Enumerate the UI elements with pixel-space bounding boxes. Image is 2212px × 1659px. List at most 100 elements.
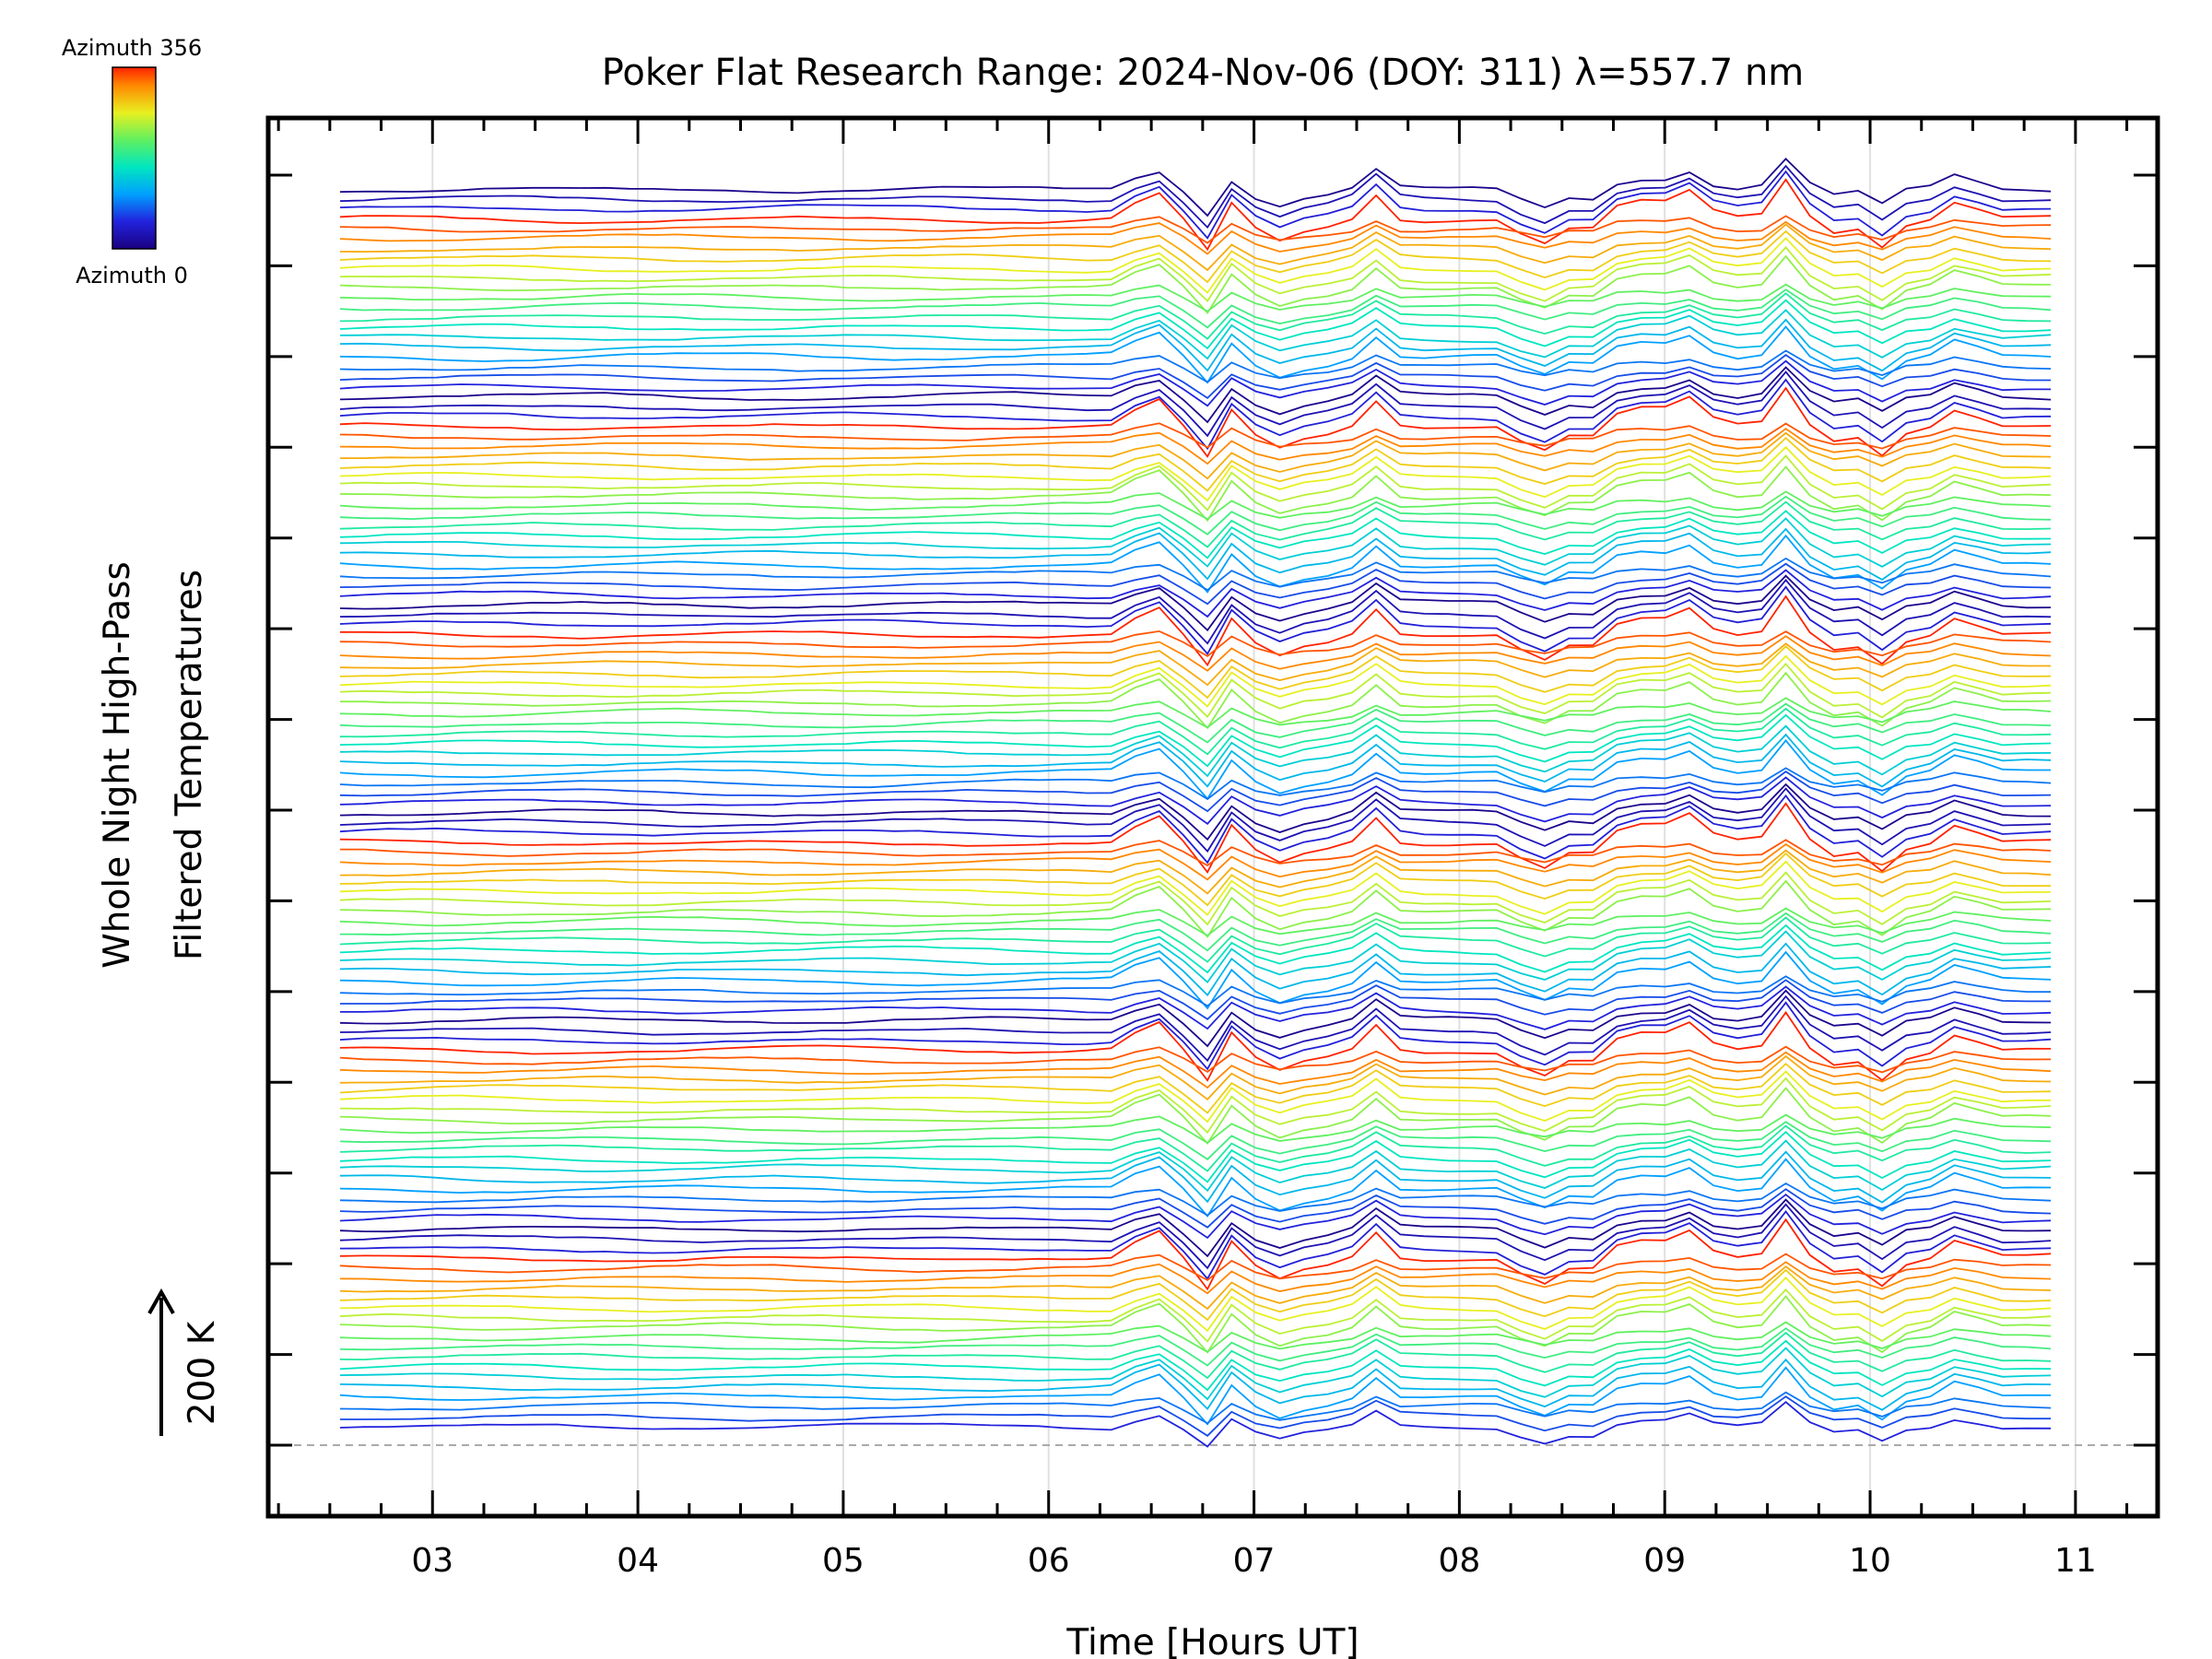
azimuth-series-line xyxy=(339,1193,2052,1240)
azimuth-series-line xyxy=(339,635,2052,672)
azimuth-series-line xyxy=(339,1124,2052,1172)
azimuth-series-line xyxy=(339,237,2052,294)
azimuth-series-line xyxy=(339,427,2052,465)
azimuth-series-line xyxy=(339,1331,2052,1380)
azimuth-series-line xyxy=(339,1321,2052,1353)
x-tick-label: 05 xyxy=(822,1542,865,1580)
azimuth-series-line xyxy=(339,930,2052,984)
azimuth-series-line xyxy=(339,1139,2052,1193)
azimuth-series-line xyxy=(339,994,2052,1063)
azimuth-series-line xyxy=(339,170,2052,240)
azimuth-series-line xyxy=(339,733,2052,788)
azimuth-series-line xyxy=(339,1188,2052,1229)
azimuth-series-line xyxy=(339,254,2052,314)
azimuth-series-line xyxy=(339,776,2052,826)
azimuth-series-line xyxy=(339,1253,2052,1281)
azimuth-series-line xyxy=(339,1051,2052,1089)
azimuth-series-line xyxy=(339,782,2052,841)
x-axis-label: Time [Hours UT] xyxy=(1065,1622,1359,1659)
azimuth-series-line xyxy=(339,557,2052,592)
azimuth-series-line xyxy=(339,1347,2052,1401)
azimuth-series-line xyxy=(339,325,2052,384)
scale-bar-arrowhead xyxy=(147,1288,175,1314)
azimuth-series-line xyxy=(339,1130,2052,1183)
azimuth-series-line xyxy=(339,445,2052,502)
x-tick-label: 03 xyxy=(411,1542,453,1580)
azimuth-series-line xyxy=(339,585,2052,655)
series-lines xyxy=(339,158,2052,1448)
azimuth-series-line xyxy=(339,299,2052,350)
azimuth-series-line xyxy=(339,500,2052,548)
azimuth-series-line xyxy=(339,654,2052,708)
azimuth-series-line xyxy=(339,860,2052,916)
azimuth-series-line xyxy=(339,229,2052,284)
azimuth-series-line xyxy=(339,771,2052,813)
azimuth-series-line xyxy=(339,950,2052,1010)
azimuth-series-line xyxy=(339,916,2052,963)
azimuth-series-line xyxy=(339,794,2052,865)
azimuth-series-line xyxy=(339,849,2052,895)
azimuth-series-line xyxy=(339,662,2052,719)
azimuth-series-line xyxy=(339,642,2052,687)
azimuth-series-line xyxy=(339,1401,2052,1448)
azimuth-series-line xyxy=(340,979,2052,1020)
azimuth-series-line xyxy=(340,431,2052,480)
azimuth-series-line xyxy=(339,1203,2052,1270)
x-tick-label: 07 xyxy=(1233,1542,1276,1580)
colorbar-bottom-label: Azimuth 0 xyxy=(76,263,188,288)
azimuth-series-line xyxy=(339,371,2052,438)
azimuth-series-line xyxy=(339,495,2052,535)
y-axis-label: Whole Night High-Pass Filtered Temperatu… xyxy=(97,561,210,969)
azimuth-series-line xyxy=(339,738,2052,801)
azimuth-series-line xyxy=(339,1265,2052,1311)
azimuth-series-line xyxy=(339,562,2052,606)
azimuth-series-line xyxy=(339,1121,2052,1160)
azimuth-series-line xyxy=(339,353,2052,400)
azimuth-series-line xyxy=(339,1158,2052,1218)
azimuth-series-line xyxy=(339,787,2052,853)
azimuth-series-line xyxy=(339,534,2052,594)
y-axis-label-line1: Whole Night High-Pass xyxy=(97,561,138,969)
azimuth-series-line xyxy=(339,924,2052,974)
azimuth-series-line xyxy=(339,852,2052,907)
azimuth-series-line xyxy=(339,989,2052,1048)
azimuth-series-line xyxy=(339,1062,2052,1114)
azimuth-series-line xyxy=(339,178,2052,252)
x-tick-label: 08 xyxy=(1438,1542,1480,1580)
azimuth-series-line xyxy=(339,1261,2052,1295)
azimuth-series-line xyxy=(339,288,2052,329)
x-tick-label: 10 xyxy=(1849,1542,1891,1580)
azimuth-series-line xyxy=(339,1054,2052,1101)
azimuth-series-line xyxy=(339,1182,2052,1217)
azimuth-series-line xyxy=(339,246,2052,303)
azimuth-series-line xyxy=(339,1198,2052,1258)
azimuth-series-line xyxy=(339,164,2052,229)
x-tick-label: 06 xyxy=(1028,1542,1070,1580)
azimuth-series-line xyxy=(339,158,2052,218)
scale-bar-label: 200 K xyxy=(182,1320,223,1425)
azimuth-series-line xyxy=(339,223,2052,272)
azimuth-series-line xyxy=(339,1358,2052,1411)
azimuth-series-line xyxy=(339,1113,2052,1145)
azimuth-series-line xyxy=(339,349,2052,383)
y-axis-label-line2: Filtered Temperatures xyxy=(169,570,210,960)
azimuth-series-line xyxy=(339,292,2052,340)
azimuth-series-line xyxy=(339,912,2052,952)
azimuth-series-line xyxy=(339,318,2052,372)
azimuth-series-line xyxy=(339,1045,2052,1074)
azimuth-series-line xyxy=(339,215,2052,244)
azimuth-series-line xyxy=(339,465,2052,523)
azimuth-series-line xyxy=(340,1395,2052,1437)
azimuth-series-line xyxy=(339,1339,2052,1392)
azimuth-series-line xyxy=(339,1277,2052,1333)
chart-title: Poker Flat Research Range: 2024-Nov-06 (… xyxy=(602,52,1805,94)
azimuth-series-line xyxy=(339,879,2052,939)
x-tick-label: 04 xyxy=(617,1542,659,1580)
azimuth-series-line xyxy=(339,436,2052,492)
azimuth-series-line xyxy=(339,802,2052,874)
azimuth-series-line xyxy=(339,309,2052,360)
azimuth-series-line xyxy=(339,975,2052,1007)
azimuth-series-line xyxy=(339,422,2052,450)
azimuth-series-line xyxy=(339,1001,2052,1071)
colorbar-top-label: Azimuth 356 xyxy=(62,35,202,61)
